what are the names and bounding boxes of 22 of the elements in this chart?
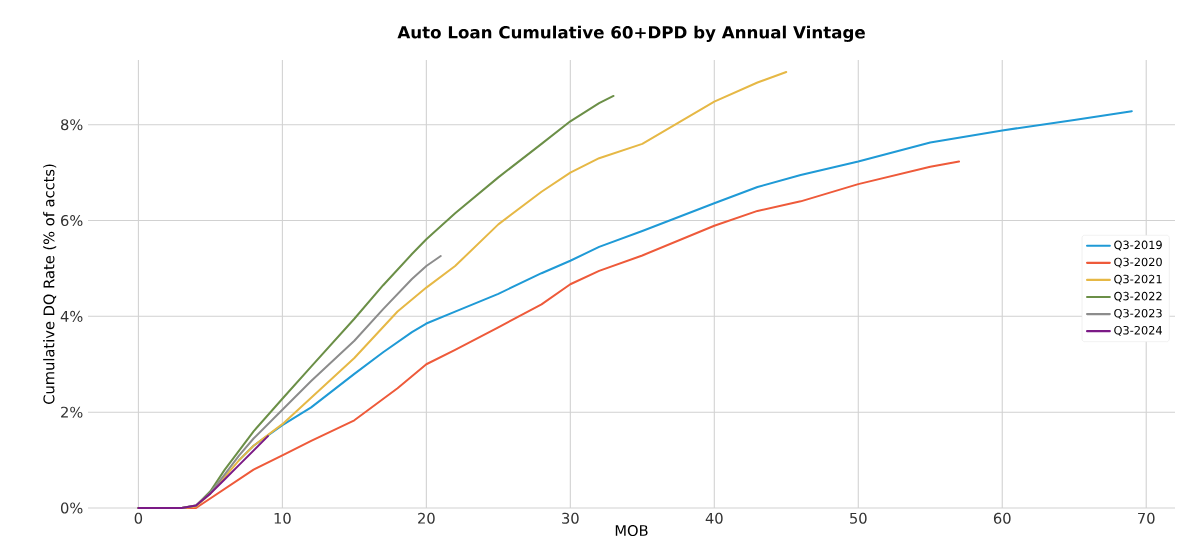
y-axis-title: Cumulative DQ Rate (% of accts) bbox=[43, 164, 57, 404]
legend-label: Q3-2021 bbox=[1114, 274, 1162, 285]
x-tick-label: 30 bbox=[562, 512, 579, 524]
x-tick-label: 10 bbox=[274, 512, 291, 524]
x-tick-label: 50 bbox=[850, 512, 867, 524]
legend-label: Q3-2023 bbox=[1114, 308, 1162, 319]
y-tick-label: 2% bbox=[61, 406, 83, 418]
chart-title: Auto Loan Cumulative 60+DPD by Annual Vintage bbox=[397, 25, 865, 42]
y-tick-label: 8% bbox=[61, 119, 83, 131]
legend-label: Q3-2022 bbox=[1114, 291, 1162, 302]
x-tick-label: 0 bbox=[134, 512, 143, 524]
x-tick-label: 40 bbox=[705, 512, 723, 524]
legend-label: Q3-2024 bbox=[1114, 325, 1162, 336]
y-tick-label: 0% bbox=[60, 502, 83, 514]
legend-label: Q3-2020 bbox=[1114, 257, 1162, 268]
x-axis-title: MOB bbox=[615, 524, 648, 537]
y-tick-label: 4% bbox=[60, 310, 83, 322]
y-tick-label: 6% bbox=[61, 214, 83, 227]
legend-label: Q3-2019 bbox=[1114, 240, 1162, 251]
x-tick-label: 60 bbox=[993, 512, 1011, 524]
x-tick-label: 70 bbox=[1138, 512, 1155, 524]
x-tick-label: 20 bbox=[418, 512, 435, 524]
